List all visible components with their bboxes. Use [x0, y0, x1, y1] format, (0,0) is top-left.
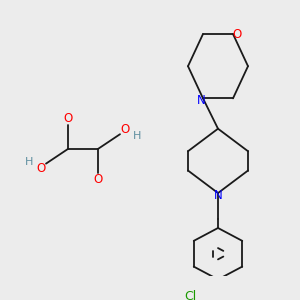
- Text: N: N: [196, 94, 206, 107]
- Text: O: O: [63, 112, 73, 125]
- Text: H: H: [133, 131, 141, 141]
- Text: N: N: [214, 189, 222, 202]
- Text: O: O: [93, 173, 103, 186]
- Text: O: O: [232, 28, 242, 40]
- Text: Cl: Cl: [184, 290, 196, 300]
- Text: O: O: [120, 123, 130, 136]
- Text: O: O: [36, 162, 46, 175]
- Text: H: H: [25, 157, 33, 167]
